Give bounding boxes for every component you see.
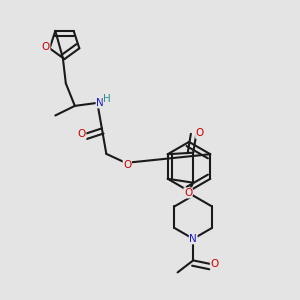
Text: O: O xyxy=(196,128,204,138)
Text: H: H xyxy=(103,94,111,104)
Text: N: N xyxy=(96,98,104,108)
Text: O: O xyxy=(78,129,86,139)
Text: N: N xyxy=(189,234,197,244)
Text: O: O xyxy=(42,42,50,52)
Text: O: O xyxy=(123,160,131,170)
Text: O: O xyxy=(210,259,219,269)
Text: O: O xyxy=(184,188,192,198)
